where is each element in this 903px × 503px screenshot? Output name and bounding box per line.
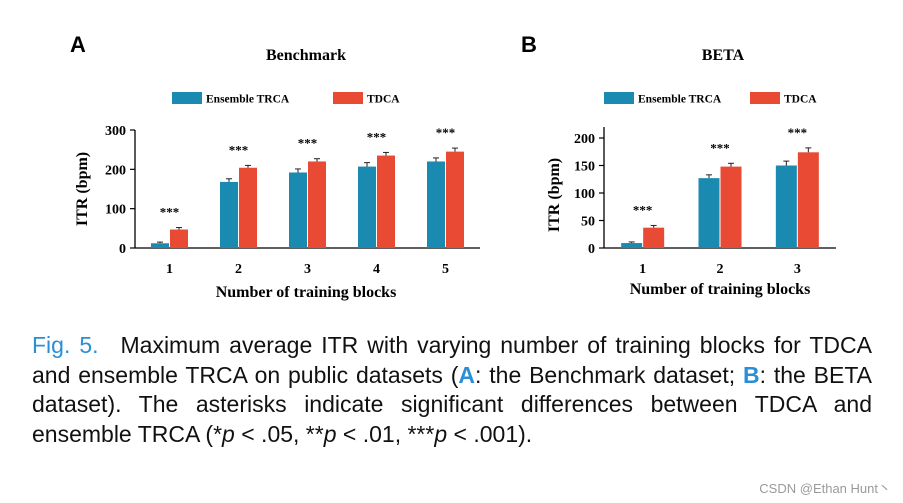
panel-a-bar-ensemble-5 [427, 161, 445, 248]
legend-b-label-tdca: TDCA [784, 94, 817, 106]
caption-ref-a: A [458, 361, 476, 388]
panel-a-xtick-label-3: 3 [304, 262, 311, 277]
panel-b-xtick-label-3: 3 [794, 262, 801, 277]
panel-a-ytick-label-2: 200 [105, 163, 126, 178]
panel-b-xlabel: Number of training blocks [630, 281, 811, 298]
panel-a-xtick-label-1: 1 [166, 262, 173, 277]
legend-b-swatch-ensemble [604, 92, 634, 104]
panel-b-ytick-label-1: 50 [581, 215, 595, 230]
panel-b-ytick-label-0: 0 [588, 242, 595, 257]
panel-a-bar-tdca-1 [170, 229, 188, 248]
panel-b-ytick-label-4: 200 [574, 132, 595, 147]
panel-b-ytick-label-3: 150 [574, 160, 595, 175]
panel-a-bar-tdca-2 [239, 167, 257, 248]
panel-a-ytick-label-3: 300 [105, 124, 126, 139]
caption-p-2: p [323, 420, 337, 447]
panel-a-significance-1: *** [160, 205, 180, 220]
figure-caption: Fig. 5. Maximum average ITR with varying … [32, 331, 872, 449]
watermark: CSDN @Ethan Hunt丶 [759, 481, 891, 496]
caption-p-3: p [434, 420, 448, 447]
caption-text-2: : the Benchmark dataset; [475, 361, 743, 388]
panel-a-xlabel: Number of training blocks [216, 284, 397, 301]
panel-a-title: Benchmark [266, 47, 346, 64]
panel-a-xtick-label-2: 2 [235, 262, 242, 277]
caption-label: Fig. 5. [32, 332, 99, 358]
panel-a-ylabel: ITR (bpm) [74, 152, 91, 226]
panel-b-legend: Ensemble TRCA TDCA [604, 92, 817, 106]
panel-a-bar-tdca-5 [446, 151, 464, 248]
panel-a: A Benchmark Ensemble TRCA TDCA 0 100 200 30… [70, 32, 480, 301]
panel-b-bar-ensemble-3 [775, 165, 797, 248]
caption-text-3: : the BETA dataset). The asterisks indic… [32, 361, 873, 447]
panel-b-xtick-label-1: 1 [639, 262, 646, 277]
panel-b-significance-3: *** [788, 125, 808, 140]
panel-b-bar-tdca-2 [720, 166, 742, 248]
legend-a-label-ensemble: Ensemble TRCA [206, 94, 290, 106]
panel-a-ytick-label-1: 100 [105, 203, 126, 218]
panel-a-plot: 0 100 200 300 *** 1 *** 2 *** 3 *** 4 *** 5 [105, 124, 480, 277]
panel-b-letter: B [521, 32, 537, 57]
panel-b-bar-tdca-3 [797, 152, 819, 248]
panel-a-bar-ensemble-2 [220, 181, 238, 248]
panel-a-bar-tdca-3 [308, 161, 326, 248]
caption-text-4: < .05, ** [234, 420, 324, 447]
panel-a-xtick-label-4: 4 [373, 262, 380, 277]
panel-b-bar-ensemble-1 [621, 243, 643, 248]
figure-canvas: A Benchmark Ensemble TRCA TDCA 010020030… [70, 32, 836, 301]
panel-b-plot: 0 50 100 150 200 *** 1 *** 2 *** 3 [574, 125, 836, 277]
legend-a-label-tdca: TDCA [367, 94, 400, 106]
panel-a-bar-ensemble-1 [151, 243, 169, 248]
panel-b-significance-1: *** [633, 202, 653, 217]
panel-b-ylabel: ITR (bpm) [546, 158, 563, 232]
legend-b-swatch-tdca [750, 92, 780, 104]
caption-p-1: p [222, 420, 235, 447]
legend-a-swatch-ensemble [172, 92, 202, 104]
panel-a-significance-2: *** [229, 142, 249, 157]
panel-b-bar-ensemble-2 [698, 178, 720, 248]
panel-a-ytick-label-0: 0 [119, 242, 126, 257]
legend-a-swatch-tdca [333, 92, 363, 104]
panel-b-xtick-label-2: 2 [717, 262, 724, 277]
panel-b-ytick-label-2: 100 [574, 187, 595, 202]
panel-a-bar-ensemble-3 [289, 172, 307, 248]
caption-text-6: < .001). [447, 420, 533, 447]
panel-a-bar-ensemble-4 [358, 166, 376, 248]
panel-b-significance-2: *** [710, 140, 730, 155]
panel-b-bar-tdca-1 [643, 227, 665, 248]
panel-a-bar-tdca-4 [377, 155, 395, 248]
panel-a-xtick-label-5: 5 [442, 262, 449, 277]
panel-a-significance-3: *** [298, 136, 318, 151]
panel-a-legend: Ensemble TRCA TDCA [172, 92, 400, 106]
panel-b-title: BETA [702, 47, 745, 64]
panel-a-letter: A [70, 32, 86, 57]
panel-b: B BETA Ensemble TRCA TDCA 0 50 100 150 200 **… [521, 32, 836, 298]
panel-a-significance-4: *** [367, 129, 387, 144]
caption-text-1: Maximum average ITR with varying number … [32, 332, 872, 388]
panel-a-significance-5: *** [436, 125, 456, 140]
caption-text-5: < .01, *** [336, 420, 435, 447]
legend-b-label-ensemble: Ensemble TRCA [638, 94, 722, 106]
caption-ref-b: B [742, 361, 760, 388]
